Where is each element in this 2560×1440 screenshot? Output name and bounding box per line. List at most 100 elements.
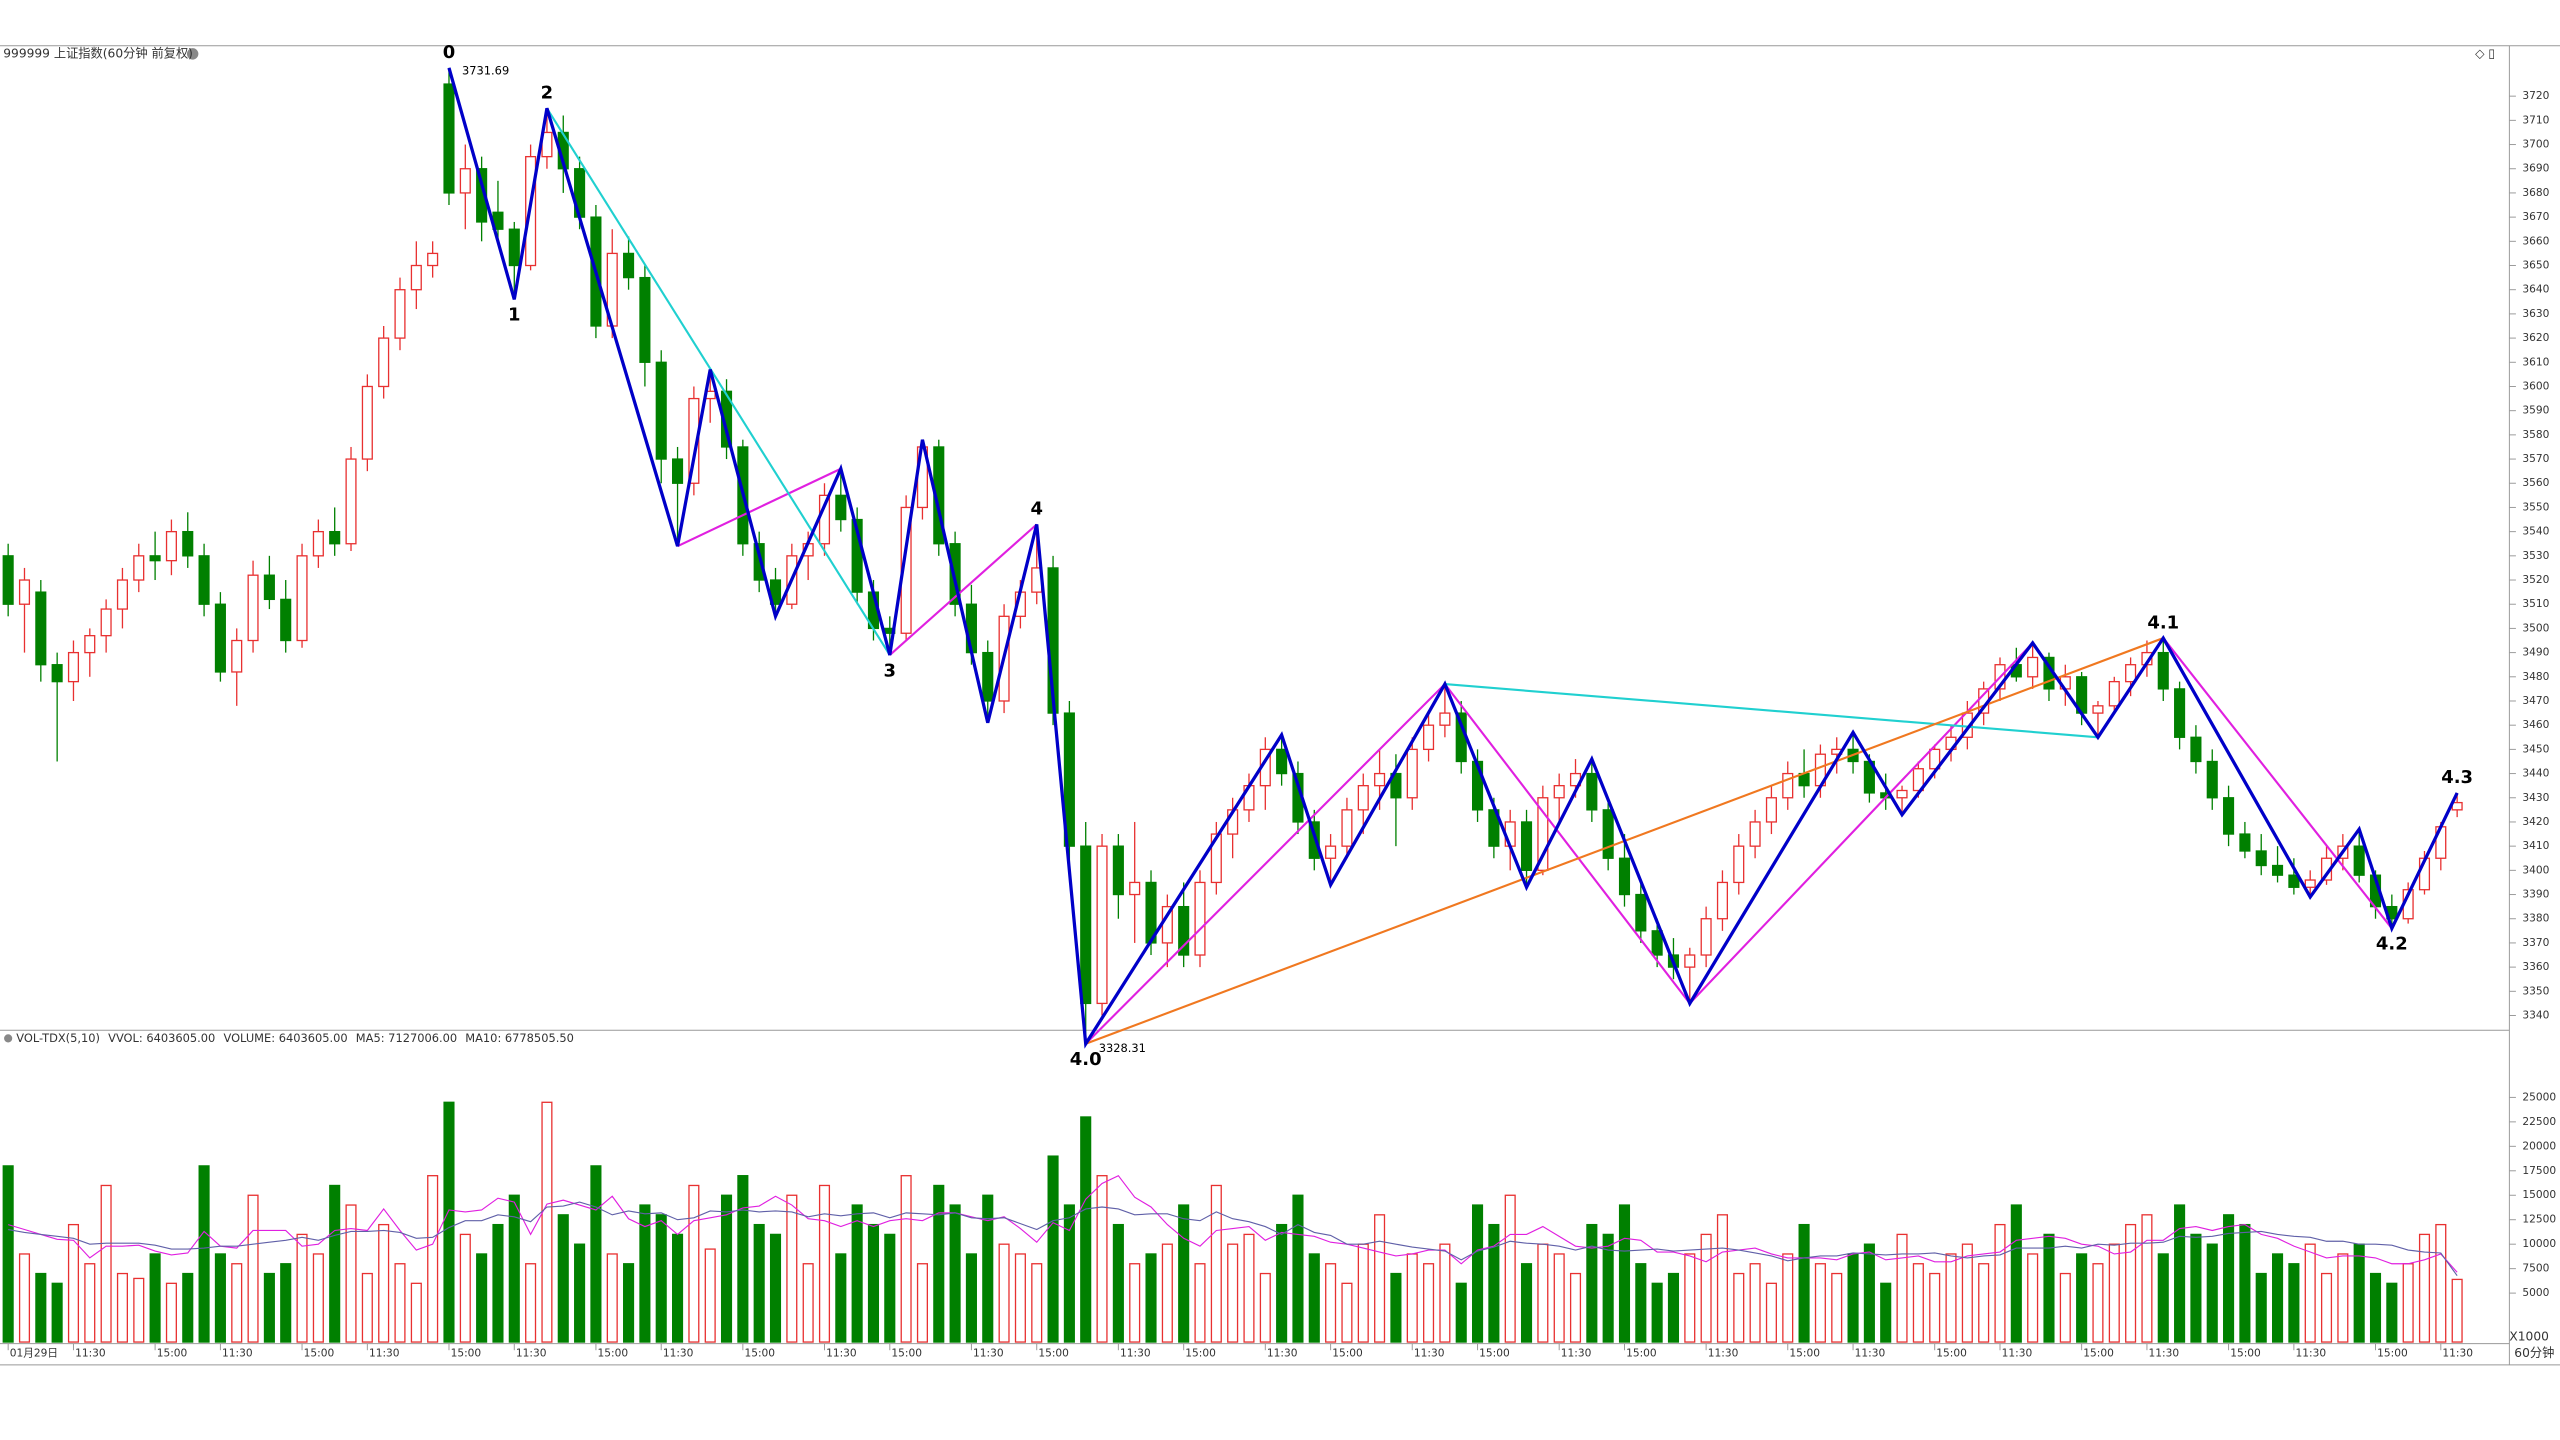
y-tick-label: 3440	[2522, 767, 2549, 780]
volume-bar	[378, 1223, 390, 1343]
y-tick-label: 3720	[2522, 89, 2549, 102]
candle-body	[1733, 845, 1745, 884]
volume-header-item: MA10: 6778505.50	[465, 1031, 574, 1045]
volume-bar	[2255, 1272, 2267, 1343]
volume-bar	[623, 1263, 635, 1343]
volume-bar	[1831, 1272, 1843, 1343]
candle-body	[1276, 748, 1288, 775]
x-tick-label: 11:30	[1120, 1346, 1151, 1359]
candle-body	[182, 530, 194, 557]
x-tick-label: 11:30	[1855, 1346, 1886, 1359]
volume-bar	[35, 1272, 47, 1343]
volume-bar	[1439, 1243, 1451, 1343]
y-tick-label: 3670	[2522, 210, 2549, 223]
candle-body	[296, 555, 308, 642]
y-tick-label: 3350	[2522, 984, 2549, 997]
volume-bar	[2239, 1223, 2251, 1343]
x-tick-label: 11:30	[1414, 1346, 1445, 1359]
candle-body	[149, 555, 161, 562]
volume-bar	[916, 1263, 928, 1343]
y-tick-label: 3470	[2522, 694, 2549, 707]
x-tick-label: 11:30	[369, 1346, 400, 1359]
volume-bar	[149, 1253, 161, 1343]
candle-body	[623, 252, 635, 279]
wave-label: 2	[541, 83, 553, 104]
candle-body	[18, 579, 31, 605]
y-tick-label: 3420	[2522, 815, 2549, 828]
volume-bar	[2418, 1233, 2431, 1343]
volume-bar	[1847, 1253, 1859, 1343]
menu-icon[interactable]	[186, 48, 199, 60]
candle-body	[1749, 821, 1761, 847]
volume-bar	[2435, 1223, 2447, 1343]
volume-bar	[606, 1253, 618, 1343]
volume-bar	[1210, 1184, 1222, 1343]
candle-body	[2190, 736, 2202, 763]
volume-bar	[1325, 1263, 1337, 1343]
candle-body	[1063, 712, 1075, 847]
candle-body	[639, 276, 651, 363]
volume-tick-label: 10000	[2522, 1237, 2556, 1250]
candle-body	[67, 651, 80, 683]
candle-body	[1618, 857, 1631, 896]
candle-body	[1635, 893, 1647, 932]
x-tick-label: 15:00	[891, 1346, 922, 1359]
wave-label: 4.3	[2441, 767, 2473, 788]
x-tick-label: 15:00	[1332, 1346, 1363, 1359]
price-label: 3731.69	[462, 64, 509, 78]
y-tick-label: 3710	[2522, 113, 2549, 126]
y-tick-label: 3690	[2522, 162, 2549, 175]
volume-bar	[1145, 1253, 1157, 1343]
candle-body	[1325, 845, 1337, 859]
candle-body	[2092, 705, 2104, 714]
ma10-line	[8, 1201, 2458, 1277]
x-tick-label: 15:00	[744, 1346, 775, 1359]
volume-tick-label: 17500	[2522, 1164, 2556, 1177]
y-tick-label: 3680	[2522, 186, 2549, 199]
volume-bar	[1357, 1243, 1369, 1343]
volume-bar	[1798, 1223, 1810, 1343]
volume-bar	[1733, 1272, 1745, 1343]
y-tick-label: 3520	[2522, 573, 2549, 586]
volume-bar	[345, 1204, 357, 1343]
volume-bar	[214, 1253, 226, 1343]
volume-bar	[933, 1184, 945, 1343]
candle-body	[982, 651, 994, 702]
x-tick-label: 11:30	[516, 1346, 547, 1359]
volume-bar	[574, 1243, 586, 1343]
wave-label: 1	[508, 305, 520, 326]
y-tick-label: 3560	[2522, 476, 2549, 489]
x-tick-label: 15:00	[1936, 1346, 1967, 1359]
volume-bar	[2386, 1282, 2398, 1343]
volume-bar	[2027, 1253, 2039, 1343]
x-tick-label: 01月29日	[10, 1346, 58, 1359]
y-tick-label: 3640	[2522, 283, 2549, 296]
candle-body	[1586, 772, 1598, 811]
y-tick-label: 3650	[2522, 259, 2549, 272]
wave-label: 4	[1030, 499, 1042, 520]
volume-bar	[2141, 1214, 2153, 1343]
volume-bar	[655, 1214, 667, 1343]
volume-header-item: MA5: 7127006.00	[356, 1031, 457, 1045]
volume-bar	[1455, 1282, 1467, 1343]
zigzag-line	[447, 67, 2459, 1049]
volume-bar	[769, 1233, 782, 1343]
candle-body	[2125, 664, 2137, 683]
y-tick-label: 3620	[2522, 331, 2549, 344]
volume-bar	[998, 1243, 1010, 1343]
volume-bar	[18, 1253, 31, 1343]
candle-body	[1700, 918, 1712, 956]
volume-bar	[753, 1223, 765, 1343]
candle-body	[1439, 712, 1451, 726]
volume-bar	[1112, 1223, 1124, 1343]
candle-body	[835, 494, 847, 521]
toggle-icon[interactable]: ◇ ▯	[2475, 46, 2495, 60]
x-tick-label: 11:30	[663, 1346, 694, 1359]
x-tick-label: 15:00	[1626, 1346, 1657, 1359]
candle-body	[1357, 785, 1369, 811]
x-tick-label: 15:00	[2377, 1346, 2408, 1359]
volume-unit: X1000	[2509, 1330, 2549, 1344]
volume-bar	[1765, 1282, 1777, 1343]
y-tick-label: 3570	[2522, 452, 2549, 465]
